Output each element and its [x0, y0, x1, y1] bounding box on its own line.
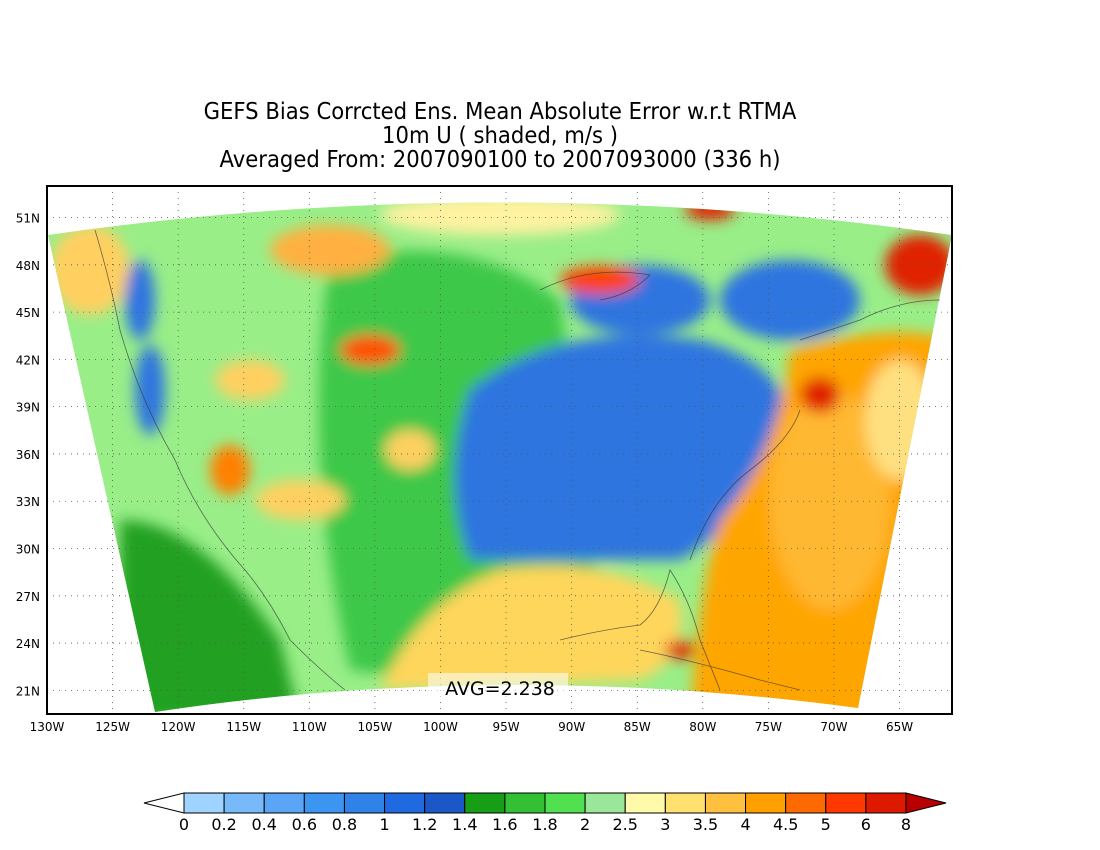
lon-label: 110W	[292, 720, 327, 734]
colorbar-box	[303, 792, 345, 814]
colorbar-label: 0.2	[211, 815, 236, 834]
colorbar-label: 0	[179, 815, 189, 834]
colorbar-box	[825, 792, 867, 814]
lon-label: 95W	[492, 720, 519, 734]
lat-label: 39N	[16, 401, 40, 415]
colorbar-box	[223, 792, 265, 814]
colorbar-label: 4.5	[773, 815, 798, 834]
colorbar-label: 1.8	[532, 815, 557, 834]
lon-label: 90W	[558, 720, 585, 734]
lon-label: 125W	[95, 720, 130, 734]
lat-label: 30N	[16, 543, 40, 557]
colorbar-label: 1.4	[452, 815, 477, 834]
average-label: AVG=2.238	[445, 678, 555, 700]
coastlines	[94, 229, 941, 691]
lat-label: 33N	[16, 495, 40, 509]
colorbar-boxes	[143, 792, 947, 814]
lon-label: 70W	[820, 720, 847, 734]
colorbar-label: 0.4	[251, 815, 276, 834]
latitude-labels: 21N 24N 27N 30N 33N 36N 39N 42N 45N 48N 51N	[16, 212, 40, 699]
map-frame	[46, 185, 953, 715]
lon-label: 75W	[755, 720, 782, 734]
lat-label: 36N	[16, 448, 40, 462]
colorbar-box	[624, 792, 666, 814]
colorbar-box	[584, 792, 626, 814]
map-field	[47, 186, 952, 714]
lat-label: 42N	[16, 353, 40, 367]
title-line-3: Averaged From: 2007090100 to 2007093000 …	[219, 147, 781, 173]
lon-label: 100W	[423, 720, 458, 734]
colorbar-label: 2	[580, 815, 590, 834]
colorbar-label: 3	[660, 815, 670, 834]
colorbar-label: 6	[861, 815, 871, 834]
colorbar-label: 5	[821, 815, 831, 834]
colorbar-box	[263, 792, 305, 814]
lon-label: 115W	[226, 720, 261, 734]
colorbar-label: 1.6	[492, 815, 517, 834]
colorbar-label: 1	[379, 815, 389, 834]
colorbar-labels: 0 0.2 0.4 0.6 0.8 1 1.2 1.4 1.6 1.8 2 2.5 3 3.5 4 4.5 5 6…	[179, 815, 911, 834]
colorbar-box	[343, 792, 386, 814]
colorbar-box	[544, 792, 586, 814]
lon-label: 85W	[624, 720, 651, 734]
lat-label: 21N	[16, 684, 40, 698]
lat-label: 48N	[16, 259, 40, 273]
colorbar-label: 3.5	[693, 815, 718, 834]
colorbar-box	[464, 792, 506, 814]
colorbar-label: 1.2	[412, 815, 437, 834]
title-line-1: GEFS Bias Corrcted Ens. Mean Absolute Er…	[203, 99, 797, 125]
title-line-2: 10m U ( shaded, m/s )	[382, 123, 618, 149]
colorbar-box	[865, 792, 907, 814]
lon-label: 105W	[358, 720, 393, 734]
colorbar-box	[664, 792, 706, 814]
colorbar-over-arrow	[905, 792, 947, 814]
colorbar-label: 4	[740, 815, 750, 834]
lat-label: 45N	[16, 306, 40, 320]
colorbar-box	[183, 792, 225, 814]
colorbar-box	[424, 792, 466, 814]
lat-label: 27N	[16, 590, 40, 604]
lat-label: 24N	[16, 637, 40, 651]
colorbar-under-arrow	[143, 792, 185, 814]
lat-label: 51N	[16, 212, 40, 226]
colorbar-label: 0.6	[292, 815, 317, 834]
average-label-box	[428, 673, 568, 701]
chart-title: GEFS Bias Corrcted Ens. Mean Absolute Er…	[40, 100, 960, 172]
map-gridlines	[47, 186, 952, 714]
lon-label: 80W	[689, 720, 716, 734]
colorbar-box	[745, 792, 787, 814]
colorbar-label: 0.8	[332, 815, 357, 834]
colorbar-box	[704, 792, 747, 814]
colorbar-label: 2.5	[612, 815, 637, 834]
lon-label: 120W	[161, 720, 196, 734]
longitude-labels: 130W 125W 120W 115W 110W 105W 100W 95W 90W 85W 80W…	[30, 720, 914, 734]
lon-label: 65W	[886, 720, 913, 734]
colorbar-label: 8	[901, 815, 911, 834]
colorbar-box	[384, 792, 426, 814]
colorbar-box	[504, 792, 546, 814]
colorbar-box	[785, 792, 827, 814]
lon-label: 130W	[30, 720, 65, 734]
